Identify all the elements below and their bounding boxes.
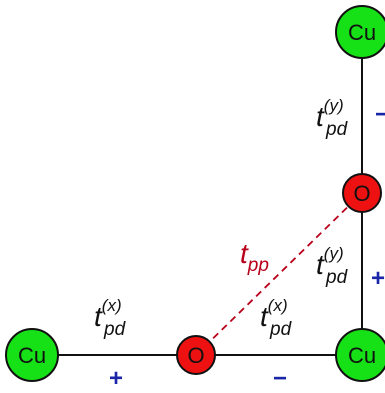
t-symbol: t	[316, 249, 325, 280]
cu-atom-corner: Cu	[335, 328, 385, 382]
cu-left-label: Cu	[18, 343, 46, 368]
tpd-x-left-label: t(x) pd	[94, 296, 127, 340]
sign-top-right: −	[375, 101, 385, 128]
superscript-y: (y)	[324, 96, 344, 115]
sign-mid-right: +	[371, 265, 385, 292]
o-atom-bottom: O	[176, 335, 216, 375]
superscript-y: (y)	[324, 244, 344, 263]
o-bottom-label: O	[187, 343, 204, 368]
o-atom-right: O	[342, 173, 382, 213]
t-symbol: t	[260, 301, 269, 332]
superscript-x: (x)	[102, 296, 122, 315]
tpd-y-mid-label: t(y) pd	[316, 244, 349, 288]
sign-bottom-right: −	[273, 365, 287, 392]
subscript-pd: pd	[269, 319, 293, 340]
t-symbol: t	[240, 238, 249, 269]
cu-top-label: Cu	[348, 20, 376, 45]
cu-atom-top: Cu	[335, 5, 385, 59]
o-right-label: O	[353, 181, 370, 206]
subscript-pd: pd	[325, 119, 349, 140]
cu-atom-left: Cu	[5, 328, 59, 382]
superscript-x: (x)	[268, 296, 288, 315]
subscript-pd: pd	[325, 267, 349, 288]
tpd-y-top-label: t(y) pd	[316, 96, 349, 140]
subscript-pd: pd	[103, 319, 127, 340]
tpp-label: tpp	[240, 238, 269, 276]
t-symbol: t	[94, 301, 103, 332]
sign-left-bond: +	[109, 365, 123, 392]
cu-corner-label: Cu	[348, 343, 376, 368]
subscript-pp: pp	[247, 255, 269, 276]
tpp-dashed-bond	[195, 192, 363, 356]
t-symbol: t	[316, 101, 325, 132]
tpd-x-right-label: t(x) pd	[260, 296, 293, 340]
